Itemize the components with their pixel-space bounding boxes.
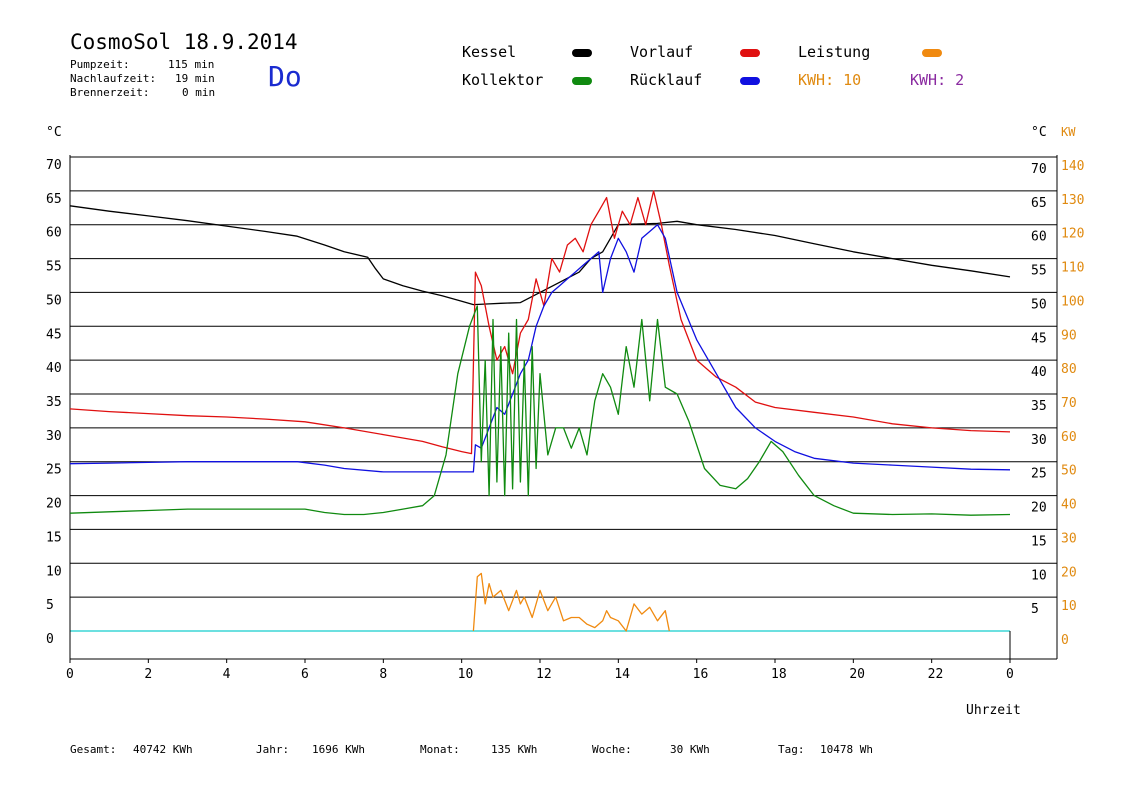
y-tick-label-right-kw: 0 [1061,633,1069,648]
x-tick-label: 0 [66,667,74,682]
series-line-kessel [69,205,1011,306]
x-tick-label: 14 [614,667,630,682]
y-tick-label-left: 60 [46,226,62,241]
footer-gesamt-value: 40742 KWh [133,743,193,756]
x-tick-label: 6 [301,667,309,682]
legend-kessel-swatch [572,49,592,57]
y-tick-label-right-c: 50 [1031,297,1047,312]
y-tick-label-right-kw: 40 [1061,498,1077,513]
x-tick-label: 4 [223,667,231,682]
footer-jahr-label: Jahr: [256,743,290,756]
y-tick-label-right-c: 70 [1031,162,1047,177]
nachlaufzeit-label: Nachlaufzeit: [70,72,157,85]
y-tick-label-left: 0 [46,632,54,647]
y-tick-label-right-c: 45 [1031,331,1047,346]
x-tick-label: 0 [1006,667,1014,682]
y-tick-label-right-c: 15 [1031,534,1047,549]
y-tick-label-right-kw: 130 [1061,193,1084,208]
footer-monat-value: 135 KWh [491,743,538,756]
legend-leistung-swatch [922,49,942,57]
y-tick-label-right-c: 30 [1031,433,1047,448]
footer-gesamt-label: Gesamt: [70,743,117,756]
footer-tag-value: 10478 Wh [820,743,873,756]
y-tick-label-right-c: 20 [1031,501,1047,516]
y-tick-label-right-c: 55 [1031,264,1047,279]
y-tick-label-right-kw: 90 [1061,328,1077,343]
y-tick-label-right-kw: 10 [1061,599,1077,614]
y-tick-label-right-kw: 100 [1061,294,1084,309]
y-tick-label-left: 40 [46,361,62,376]
y-axis-unit-right-kw: KW [1061,125,1076,139]
legend-vorlauf-label: Vorlauf [630,43,694,61]
legend-kessel-label: Kessel [462,43,517,61]
y-tick-label-left: 50 [46,293,62,308]
legend-ruecklauf-swatch [740,77,760,85]
y-tick-label-right-kw: 20 [1061,565,1077,580]
y-tick-label-left: 10 [46,564,62,579]
legend-kwh1-label: KWH: 10 [798,71,862,89]
y-tick-label-right-kw: 60 [1061,430,1077,445]
y-tick-label-right-c: 25 [1031,467,1047,482]
y-tick-label-right-c: 40 [1031,365,1047,380]
series-line-leistung [472,572,670,632]
pumpzeit-value: 115 min [168,58,215,71]
footer-jahr-value: 1696 KWh [312,743,365,756]
x-tick-label: 2 [144,667,152,682]
legend-leistung-label: Leistung [798,43,871,61]
legend-ruecklauf-label: Rücklauf [630,71,703,89]
footer-tag-label: Tag: [778,743,805,756]
x-tick-label: 16 [693,667,709,682]
y-tick-label-left: 65 [46,192,62,207]
x-tick-label: 12 [536,667,552,682]
legend-kollektor-swatch [572,77,592,85]
chart-title: CosmoSol 18.9.2014 [70,30,298,54]
y-tick-label-right-c: 5 [1031,602,1039,617]
footer-woche-label: Woche: [592,743,632,756]
weekday-label: Do [268,60,302,93]
legend-kwh2-label: KWH: 2 [910,71,965,89]
y-tick-label-left: 15 [46,530,62,545]
y-tick-label-left: 20 [46,497,62,512]
y-tick-label-right-kw: 120 [1061,227,1084,242]
nachlaufzeit-value: 19 min [175,72,215,85]
series-line-vorlauf [69,190,1011,455]
y-tick-label-right-c: 60 [1031,230,1047,245]
y-tick-label-left: 30 [46,429,62,444]
series-line-kollektor [69,305,1011,516]
y-tick-label-right-kw: 80 [1061,362,1077,377]
y-tick-label-right-kw: 30 [1061,531,1077,546]
y-tick-label-right-c: 35 [1031,399,1047,414]
y-tick-label-right-kw: 50 [1061,464,1077,479]
footer-monat-label: Monat: [420,743,460,756]
y-tick-label-right-kw: 140 [1061,159,1084,174]
brennerzeit-label: Brennerzeit: [70,86,150,99]
x-tick-label: 18 [771,667,787,682]
y-tick-label-left: 35 [46,395,62,410]
y-tick-label-right-c: 65 [1031,196,1047,211]
y-tick-label-left: 55 [46,260,62,275]
y-tick-label-right-kw: 110 [1061,261,1084,276]
legend-kollektor-label: Kollektor [462,71,544,89]
footer-woche-value: 30 KWh [670,743,710,756]
x-tick-label: 22 [928,667,944,682]
x-tick-label: 10 [458,667,474,682]
pumpzeit-label: Pumpzeit: [70,58,130,71]
y-tick-label-left: 5 [46,598,54,613]
y-tick-label-left: 70 [46,158,62,173]
y-tick-label-right-c: 10 [1031,568,1047,583]
x-axis-label: Uhrzeit [966,703,1021,718]
y-tick-label-left: 25 [46,463,62,478]
y-tick-label-left: 45 [46,327,62,342]
y-tick-label-right-kw: 70 [1061,396,1077,411]
legend-vorlauf-swatch [740,49,760,57]
y-axis-unit-right-c: °C [1031,125,1047,140]
y-axis-unit-left: °C [46,125,62,140]
series-line-rcklauf [69,224,1011,473]
x-tick-label: 20 [849,667,865,682]
x-tick-label: 8 [379,667,387,682]
brennerzeit-value: 0 min [182,86,216,99]
